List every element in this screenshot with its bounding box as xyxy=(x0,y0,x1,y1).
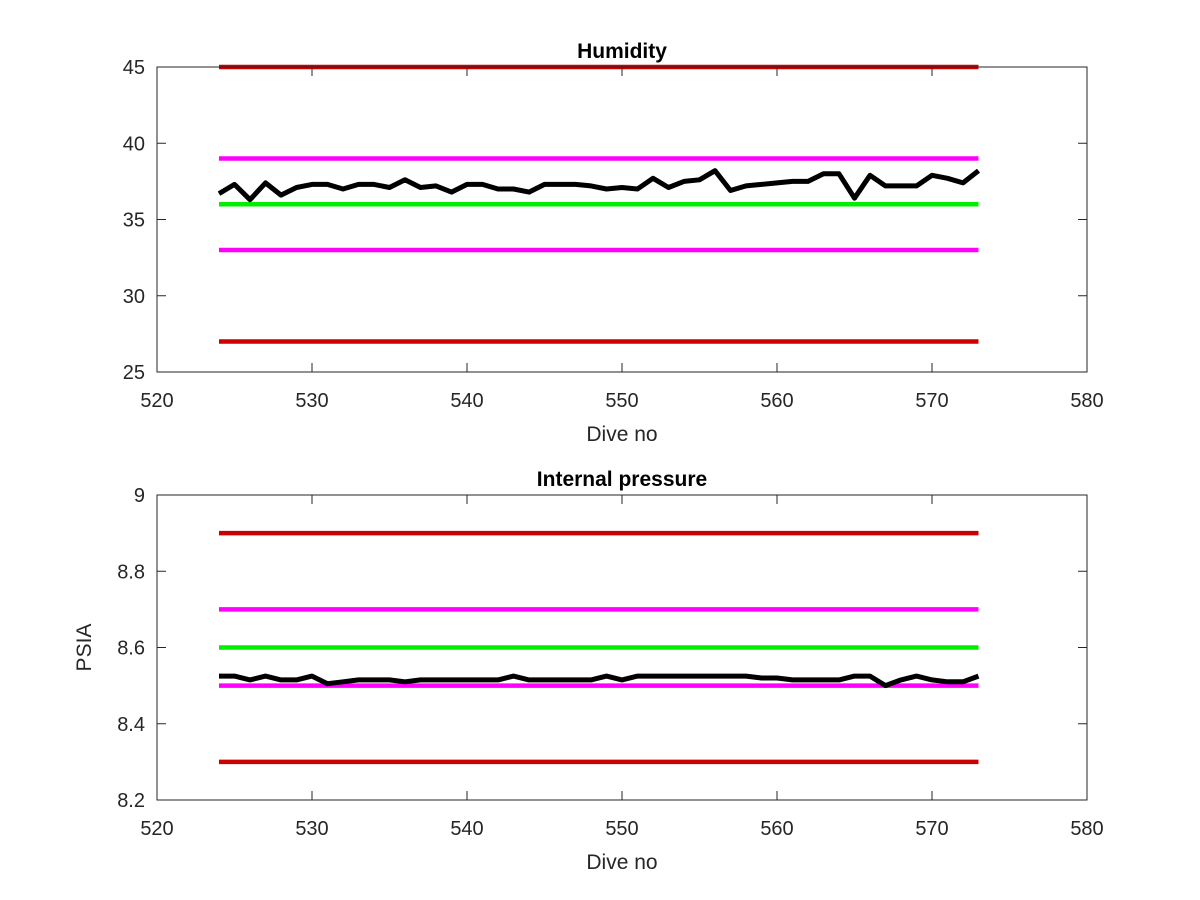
internal-pressure-chart: 520 530 540 550 560 570 580 8.2 8.4 8.6 8.8 9 Intern… xyxy=(73,468,1104,874)
internal-pressure-x-tick-label: 550 xyxy=(605,818,638,840)
humidity-series-line-5 xyxy=(217,168,981,203)
internal-pressure-y-tick-label: 8.8 xyxy=(117,561,145,583)
internal-pressure-x-tick-label: 570 xyxy=(915,818,948,840)
humidity-x-tick-label: 580 xyxy=(1070,390,1103,412)
internal-pressure-x-tick-label: 530 xyxy=(295,818,328,840)
humidity-y-tick-label: 40 xyxy=(123,133,145,155)
internal-pressure-y-tick-label: 9 xyxy=(134,485,145,507)
humidity-y-tick-label: 25 xyxy=(123,362,145,384)
humidity-x-tick-label: 570 xyxy=(915,390,948,412)
internal-pressure-series-line-5 xyxy=(219,673,980,689)
internal-pressure-y-tick-label: 8.6 xyxy=(117,638,145,660)
internal-pressure-x-tick-label: 560 xyxy=(760,818,793,840)
internal-pressure-y-axis-label: PSIA xyxy=(73,624,96,672)
internal-pressure-x-tick-label: 580 xyxy=(1070,818,1103,840)
humidity-x-tick-label: 550 xyxy=(605,390,638,412)
humidity-y-tick-label: 35 xyxy=(123,210,145,232)
internal-pressure-y-tick-label: 8.2 xyxy=(117,790,145,812)
humidity-x-tick-label: 530 xyxy=(295,390,328,412)
internal-pressure-x-tick-label: 520 xyxy=(140,818,173,840)
humidity-y-tick-label: 30 xyxy=(123,286,145,308)
humidity-title: Humidity xyxy=(577,40,667,63)
humidity-x-tick-label: 540 xyxy=(450,390,483,412)
humidity-chart: 520 530 540 550 560 570 580 25 30 35 40 45 Humidity D… xyxy=(123,40,1104,446)
humidity-x-tick-label: 520 xyxy=(140,390,173,412)
internal-pressure-x-axis-label: Dive no xyxy=(586,851,657,874)
humidity-y-tick-label: 45 xyxy=(123,57,145,79)
humidity-x-axis-label: Dive no xyxy=(586,423,657,446)
internal-pressure-title: Internal pressure xyxy=(537,468,707,491)
humidity-x-tick-label: 560 xyxy=(760,390,793,412)
internal-pressure-x-tick-label: 540 xyxy=(450,818,483,840)
internal-pressure-y-tick-label: 8.4 xyxy=(117,714,145,736)
